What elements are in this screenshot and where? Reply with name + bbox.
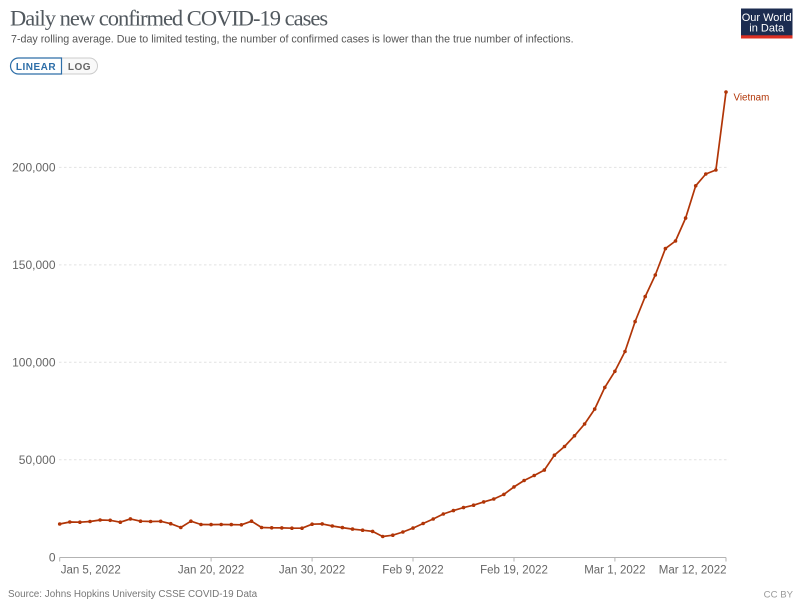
svg-text:LOG: LOG <box>68 62 91 73</box>
svg-text:Our World: Our World <box>742 12 792 24</box>
svg-text:7-day rolling average. Due to: 7-day rolling average. Due to limited te… <box>11 33 574 45</box>
svg-text:150,000: 150,000 <box>12 258 56 272</box>
svg-text:Vietnam: Vietnam <box>734 93 770 104</box>
svg-text:Mar 1, 2022: Mar 1, 2022 <box>584 565 645 577</box>
svg-text:in Data: in Data <box>749 23 785 35</box>
svg-text:200,000: 200,000 <box>12 161 56 175</box>
svg-text:Mar 12, 2022: Mar 12, 2022 <box>659 565 727 577</box>
svg-text:Jan 20, 2022: Jan 20, 2022 <box>178 565 245 577</box>
svg-text:0: 0 <box>49 551 56 565</box>
svg-text:100,000: 100,000 <box>12 356 56 370</box>
svg-text:CC BY: CC BY <box>764 590 794 601</box>
svg-text:Jan 5, 2022: Jan 5, 2022 <box>61 565 121 577</box>
svg-text:50,000: 50,000 <box>19 453 56 467</box>
svg-text:Feb 19, 2022: Feb 19, 2022 <box>480 565 548 577</box>
svg-text:Feb 9, 2022: Feb 9, 2022 <box>382 565 443 577</box>
svg-text:Daily new confirmed COVID-19 c: Daily new confirmed COVID-19 cases <box>10 6 327 31</box>
svg-text:Source: Johns Hopkins Universi: Source: Johns Hopkins University CSSE CO… <box>8 589 258 600</box>
svg-text:LINEAR: LINEAR <box>16 62 57 73</box>
svg-text:Jan 30, 2022: Jan 30, 2022 <box>279 565 346 577</box>
